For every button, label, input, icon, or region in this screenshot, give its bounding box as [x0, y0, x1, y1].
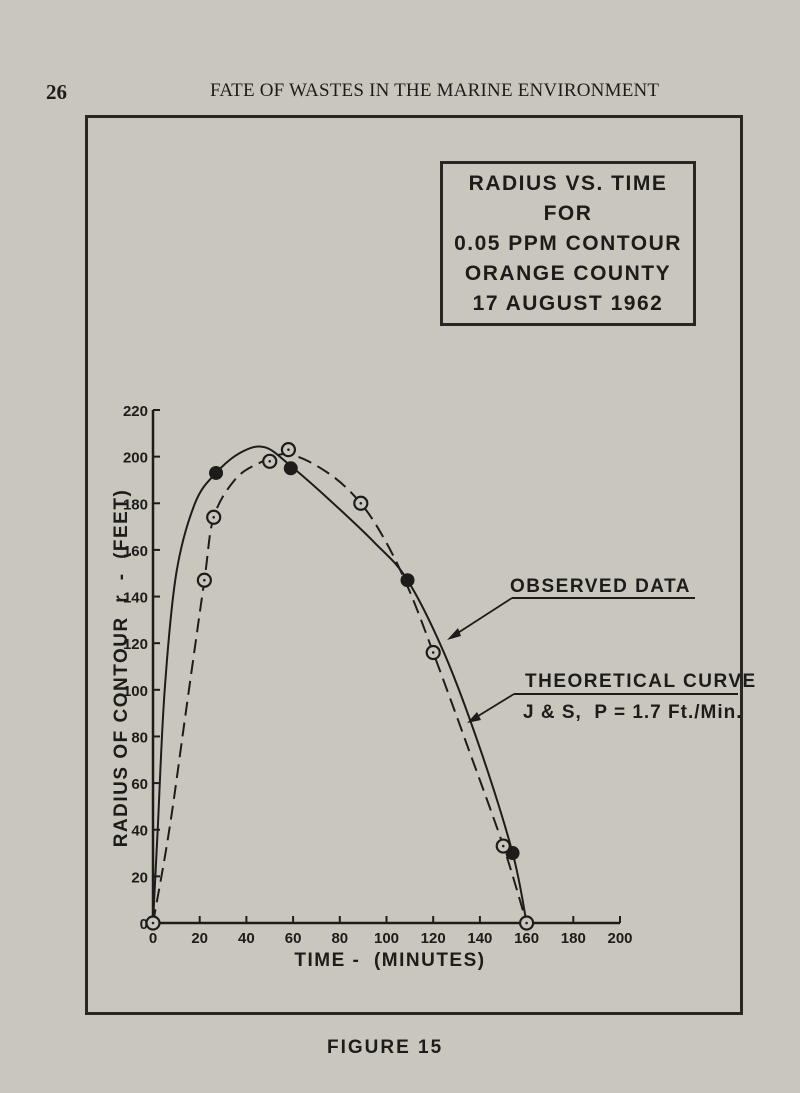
x-tick-label: 140: [467, 930, 492, 947]
y-tick-label: 220: [123, 403, 148, 420]
point-center-dot-icon: [203, 578, 206, 582]
title-line-4: ORANGE COUNTY: [464, 261, 672, 285]
point-center-dot-icon: [151, 921, 155, 925]
x-tick-label: 80: [331, 930, 348, 947]
observed-arrowhead-icon: [447, 628, 461, 640]
observed-point-icon: [400, 573, 415, 588]
title-line-5: 17 AUGUST 1962: [472, 291, 664, 315]
point-center-dot-icon: [268, 460, 272, 463]
theoretical-points: [145, 442, 535, 931]
y-tick-label: 200: [123, 450, 148, 467]
x-axis-label: TIME - (MINUTES): [294, 950, 485, 971]
x-tick-label: 100: [374, 930, 399, 947]
observed-data-label: OBSERVED DATA: [510, 576, 691, 597]
figure-caption: FIGURE 15: [327, 1037, 444, 1058]
theoretical-arrowhead-icon: [467, 712, 481, 723]
y-tick-label: 60: [131, 776, 148, 793]
observed-point-icon: [209, 465, 224, 480]
y-tick-label: 40: [131, 823, 148, 840]
observed-point-icon: [283, 461, 298, 476]
observed-leader-arrow: [449, 597, 513, 639]
point-center-dot-icon: [501, 844, 505, 848]
x-tick-label: 0: [149, 930, 157, 947]
x-tick-label: 200: [607, 930, 632, 947]
x-tick-label: 60: [285, 930, 302, 947]
y-tick-label: 120: [123, 636, 148, 653]
point-center-dot-icon: [359, 501, 363, 505]
point-center-dot-icon: [287, 448, 290, 451]
point-center-dot-icon: [525, 921, 528, 925]
y-axis-label: RADIUS OF CONTOUR r - (FEET): [111, 489, 132, 848]
y-tick-label: 80: [131, 729, 148, 746]
x-tick-label: 20: [191, 930, 208, 947]
title-line-2: FOR: [543, 201, 593, 225]
y-tick-label: 0: [140, 916, 148, 933]
x-tick-label: 120: [421, 930, 446, 947]
y-tick-label: 180: [123, 496, 148, 513]
observed-points: [209, 461, 520, 861]
title-line-3: 0.05 PPM CONTOUR: [454, 231, 682, 255]
theoretical-curve: [152, 453, 528, 924]
axes: [151, 410, 620, 925]
title-line-1: RADIUS VS. TIME: [468, 171, 668, 195]
observed-curve: [152, 445, 528, 924]
y-tick-label: 20: [131, 869, 148, 886]
page-number: 26: [46, 80, 67, 104]
running-head: FATE OF WASTES IN THE MARINE ENVIRONMENT: [210, 80, 660, 101]
x-tick-label: 160: [514, 930, 539, 947]
chart-title-box: RADIUS VS. TIME FOR 0.05 PPM CONTOUR ORA…: [440, 161, 696, 326]
point-center-dot-icon: [431, 651, 435, 654]
y-tick-label: 140: [123, 590, 148, 607]
theoretical-curve-params: J & S, P = 1.7 Ft./Min.: [523, 702, 743, 723]
y-tick-label: 100: [123, 683, 148, 700]
y-ticks: 0 20 40 60 80 100 120 140 160 180 200 220: [123, 403, 160, 933]
figure-frame: [85, 115, 743, 1015]
y-tick-label: 160: [123, 543, 148, 560]
point-center-dot-icon: [212, 515, 216, 519]
x-tick-label: 40: [238, 930, 255, 947]
x-tick-label: 180: [561, 930, 586, 947]
theoretical-curve-label: THEORETICAL CURVE: [525, 671, 757, 692]
x-ticks: 0 20 40 60 80 100 120 140 160 180 200: [149, 916, 633, 947]
